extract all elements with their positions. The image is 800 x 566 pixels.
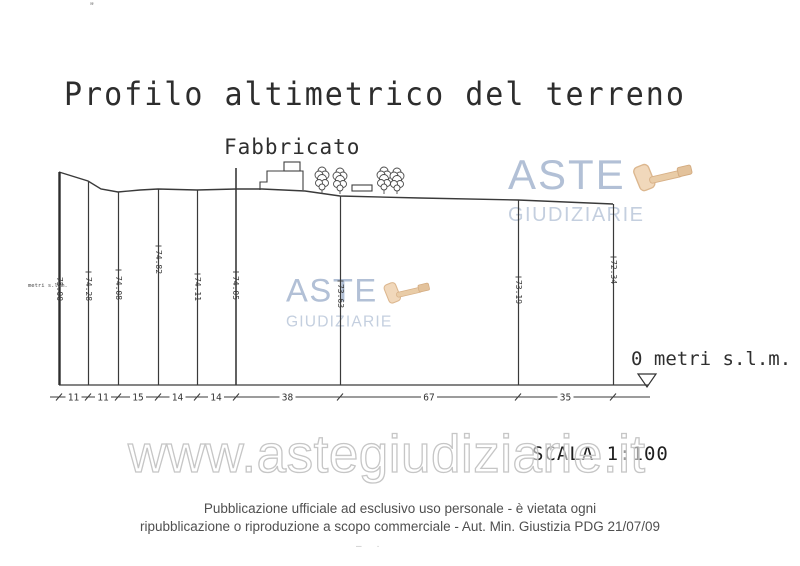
url-watermark: www.astegiudiziarie.it [127, 425, 646, 484]
profile-lines [58, 168, 648, 386]
elevation-label: 73.19 [514, 280, 523, 304]
building-label: Fabbricato [224, 135, 361, 159]
dimension-tick [609, 393, 617, 401]
dimension-tick [84, 393, 92, 401]
dimension-label: 38 [282, 393, 294, 404]
dimension-tick [514, 393, 522, 401]
elevation-label: 73.63 [336, 284, 345, 308]
scan-artifact-bottom: – · [356, 541, 386, 552]
page-title: Profilo altimetrico del terreno [64, 76, 686, 114]
elevation-label: 74.82 [154, 250, 163, 274]
elevation-label: 74.28 [84, 277, 93, 301]
elevation-label: 74.11 [193, 277, 202, 301]
building-shed [351, 184, 373, 192]
dimension-labels: 11 11 15 14 14 38 67 35 [65, 391, 574, 404]
aste-giudiziarie-logo-watermark: ASTE GIUDIZIARIE [508, 151, 696, 226]
trees [314, 166, 405, 194]
elevation-label: 72.34 [609, 260, 618, 284]
terrain-outline [58, 171, 614, 205]
datum-label: 0 metri s.l.m. [631, 348, 792, 370]
scale-label: SCALA 1:100 [532, 443, 669, 465]
dimension-label: 11 [68, 393, 80, 404]
footer-line-1: Pubblicazione ufficiale ad esclusivo uso… [203, 501, 597, 516]
dimension-label: 14 [210, 393, 222, 404]
axis-note-label: metri s.l.m. [28, 283, 68, 289]
footer-line-2: ripubblicazione o riproduzione a scopo c… [139, 519, 660, 534]
dimension-label: 11 [97, 393, 109, 404]
building-chimney [283, 161, 301, 172]
giudiziarie-watermark-text: GIUDIZIARIE [286, 313, 393, 331]
dimension-line [50, 393, 650, 401]
aste-giudiziarie-logo-watermark: ASTE GIUDIZIARIE [286, 272, 432, 331]
tree-icon [376, 166, 392, 194]
dimension-label: 67 [423, 393, 434, 404]
dimension-label: 35 [560, 393, 571, 404]
building-drawing [259, 161, 373, 192]
tree-icon [332, 167, 348, 194]
dimension-tick [114, 393, 122, 401]
dimension-tick [336, 393, 344, 401]
dimension-tick [154, 393, 162, 401]
dimension-tick [193, 393, 201, 401]
aste-watermark-text: ASTE [286, 272, 378, 309]
dimension-label: 15 [132, 393, 143, 404]
tree-icon [314, 166, 330, 194]
dimension-tick [232, 393, 240, 401]
dimension-label: 14 [172, 393, 184, 404]
building-outline [259, 170, 304, 190]
elevation-ticks [85, 245, 617, 282]
aste-watermark-text: ASTE [508, 151, 626, 198]
gavel-icon [632, 163, 693, 192]
scan-artifact-top: ” [90, 1, 94, 13]
elevation-label: 74.05 [231, 276, 240, 300]
elevation-labels: 75.00 74.28 74.08 74.82 74.11 74.05 73.6… [55, 250, 618, 308]
datum-triangle-icon [636, 373, 658, 389]
elevation-label: 75.00 [55, 277, 64, 301]
dimension-tick [55, 393, 63, 401]
tree-icon [389, 167, 405, 194]
gavel-icon [383, 282, 430, 304]
giudiziarie-watermark-text: GIUDIZIARIE [508, 204, 645, 226]
elevation-label: 74.08 [114, 276, 123, 300]
